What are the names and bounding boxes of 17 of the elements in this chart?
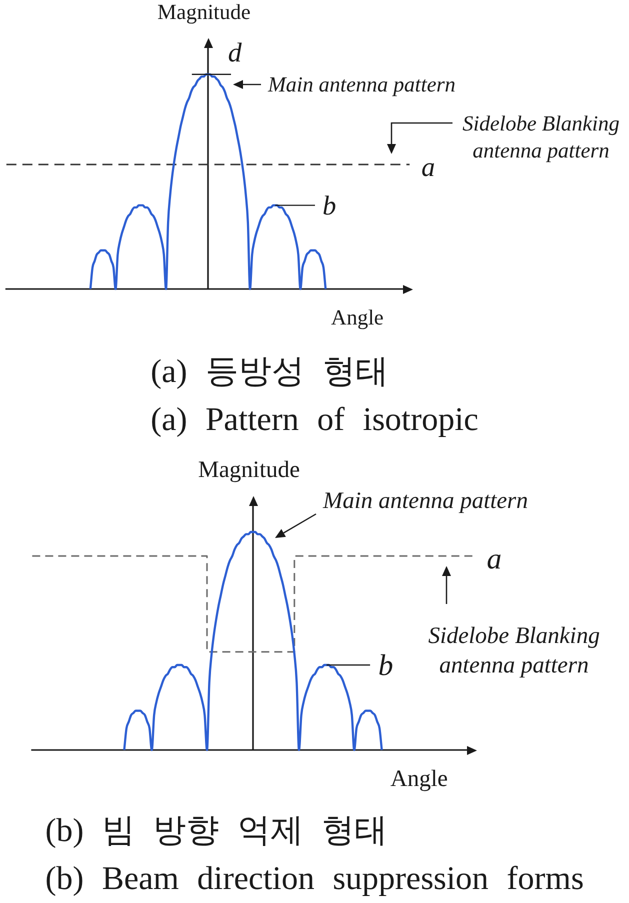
x-axis-title: Angle [331,306,384,330]
text: a [421,152,436,182]
annotation: b [322,190,336,221]
text: (b) Beam direction suppression forms [45,860,584,899]
text: (a) 등방성 형태 [150,353,390,392]
series-label: Main antenna pattern [267,72,456,97]
text: (b) 빔 방향 억제 형태 [45,812,389,851]
y-axis-title: Magnitude [198,457,300,484]
text: d [228,38,242,68]
text: Main antenna pattern [322,488,528,514]
x-axis-title: Angle [390,766,448,792]
text: a [486,542,502,576]
y-axis-title: Magnitude [157,0,251,24]
text: Sidelobe Blanking antenna pattern [462,112,620,163]
annotation: b [378,649,394,682]
text: (a) Pattern of isotropic [150,401,478,440]
text: Sidelobe Blanking antenna pattern [428,623,600,679]
